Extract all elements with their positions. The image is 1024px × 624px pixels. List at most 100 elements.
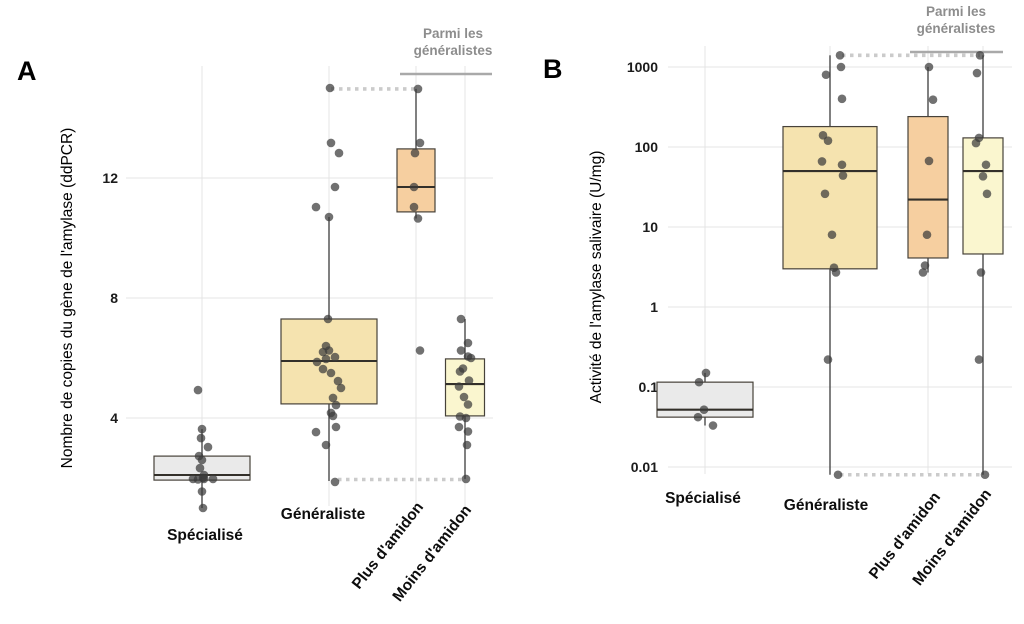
- jitter-point: [708, 421, 718, 430]
- jitter-point: [982, 189, 992, 199]
- jitter-point: [980, 470, 990, 480]
- panel-b-letter: B: [543, 54, 563, 84]
- jitter-point: [336, 383, 346, 393]
- jitter-point: [328, 393, 338, 403]
- box: [962, 137, 1004, 255]
- jitter-point: [920, 261, 930, 270]
- jitter-point: [326, 138, 336, 148]
- jitter-point: [974, 355, 984, 364]
- y-tick-label: 100: [635, 139, 659, 155]
- y-tick-label: 0.1: [639, 379, 659, 395]
- jitter-point: [464, 376, 474, 385]
- jitter-point: [466, 353, 476, 363]
- category-label: Spécialisé: [665, 490, 741, 507]
- jitter-point: [323, 314, 333, 324]
- y-tick-label: 4: [110, 410, 118, 426]
- jitter-point: [330, 182, 340, 192]
- jitter-point: [693, 412, 703, 422]
- jitter-point: [918, 268, 928, 277]
- y-tick-label: 12: [102, 170, 118, 186]
- jitter-point: [203, 442, 213, 452]
- panel-a-annotation-parmi-les-generalistes: Parmi les généralistes: [413, 26, 493, 58]
- jitter-point: [409, 182, 419, 192]
- jitter-point: [333, 376, 343, 386]
- jitter-point: [459, 392, 469, 402]
- jitter-point: [318, 347, 328, 357]
- jitter-point: [922, 230, 932, 240]
- y-tick-label: 10: [642, 219, 658, 235]
- jitter-point: [195, 463, 205, 473]
- y-tick-label: 8: [110, 290, 118, 306]
- jitter-point: [823, 355, 833, 364]
- jitter-point: [817, 157, 827, 166]
- jitter-point: [462, 440, 472, 450]
- jitter-point: [311, 202, 321, 212]
- y-tick-label: 0.01: [631, 459, 658, 475]
- jitter-point: [197, 487, 207, 496]
- jitter-point: [208, 474, 218, 484]
- jitter-point: [330, 352, 340, 362]
- jitter-point: [197, 455, 207, 465]
- jitter-point: [413, 214, 423, 223]
- y-tick-label: 1000: [627, 59, 658, 75]
- jitter-point: [331, 422, 341, 432]
- jitter-point: [454, 422, 464, 432]
- jitter-point: [835, 51, 845, 60]
- jitter-point: [924, 62, 934, 72]
- jitter-point: [456, 346, 466, 355]
- jitter-point: [823, 136, 833, 145]
- jitter-point: [820, 189, 830, 199]
- jitter-point: [324, 212, 334, 222]
- jitter-point: [311, 427, 321, 437]
- jitter-point: [928, 95, 938, 105]
- jitter-point: [463, 338, 473, 348]
- panel-a-y-axis-title: Nombre de copies du gène de l'amylase (d…: [59, 127, 76, 469]
- jitter-point: [193, 385, 203, 395]
- y-tick-label: 1: [650, 299, 658, 315]
- jitter-point: [328, 411, 338, 421]
- jitter-point: [837, 94, 847, 104]
- jitter-point: [837, 160, 847, 170]
- jitter-point: [321, 440, 331, 450]
- jitter-point: [827, 230, 837, 240]
- jitter-point: [924, 156, 934, 166]
- jitter-point: [454, 382, 464, 391]
- jitter-point: [975, 51, 985, 60]
- jitter-point: [463, 427, 473, 436]
- panel-b-y-axis-title: Activité de l'amylase salivaire (U/mg): [588, 150, 605, 404]
- jitter-point: [699, 405, 709, 415]
- jitter-point: [821, 70, 831, 80]
- category-label: Spécialisé: [167, 527, 243, 544]
- jitter-point: [463, 400, 473, 409]
- jitter-point: [971, 138, 981, 148]
- jitter-point: [197, 424, 207, 434]
- jitter-point: [981, 160, 991, 170]
- jitter-point: [978, 172, 988, 181]
- panel-a-letter: A: [17, 56, 37, 86]
- jitter-point: [836, 62, 846, 72]
- category-label: Généraliste: [784, 497, 869, 514]
- jitter-point: [312, 357, 322, 367]
- jitter-point: [415, 138, 425, 148]
- jitter-point: [334, 148, 344, 158]
- jitter-point: [196, 433, 206, 443]
- jitter-point: [455, 367, 465, 376]
- box: [782, 125, 878, 270]
- jitter-point: [694, 377, 704, 387]
- jitter-point: [330, 477, 340, 487]
- jitter-point: [456, 314, 466, 324]
- jitter-point: [198, 503, 208, 513]
- jitter-point: [325, 83, 335, 93]
- box: [396, 148, 436, 213]
- jitter-point: [193, 475, 203, 484]
- jitter-point: [831, 268, 841, 277]
- jitter-point: [415, 346, 425, 355]
- jitter-point: [461, 474, 471, 484]
- jitter-point: [318, 364, 328, 374]
- jitter-point: [976, 268, 986, 277]
- jitter-point: [461, 413, 471, 423]
- jitter-point: [409, 202, 419, 212]
- jitter-point: [972, 68, 982, 78]
- jitter-point: [410, 148, 420, 158]
